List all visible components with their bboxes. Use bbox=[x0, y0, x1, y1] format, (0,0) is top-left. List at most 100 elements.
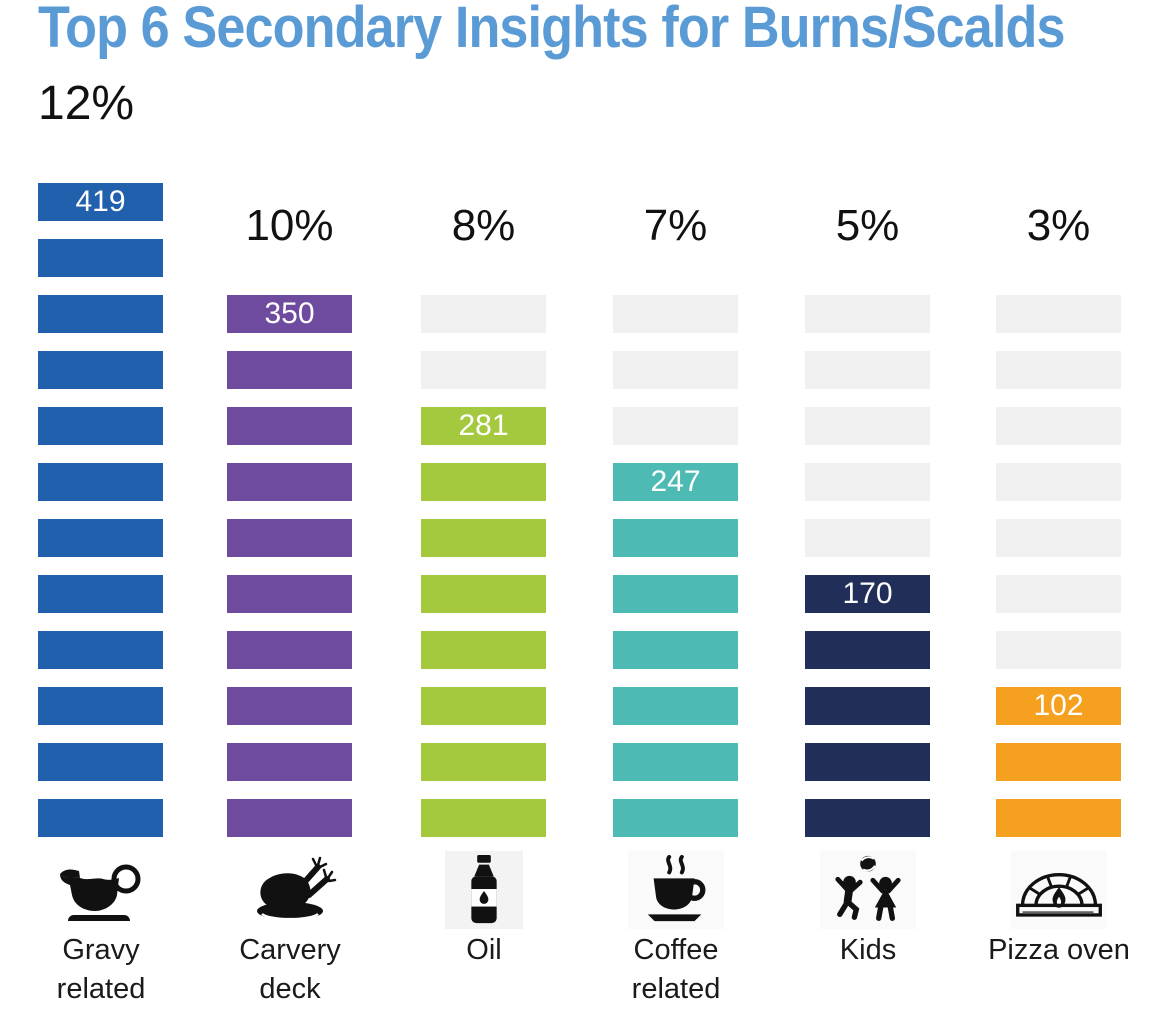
percent-label: 5% bbox=[835, 201, 900, 250]
bar-segment bbox=[38, 519, 163, 557]
bar-segment bbox=[805, 799, 930, 837]
category-label: Gravy related bbox=[26, 931, 176, 1009]
bar-segment bbox=[227, 407, 352, 445]
bar-segment bbox=[613, 631, 738, 669]
bar-segment bbox=[38, 351, 163, 389]
bar-segment bbox=[613, 687, 738, 725]
column-coffee-related: 7% 247 Coffee related bbox=[613, 0, 738, 1029]
icon-background bbox=[1010, 851, 1107, 929]
category-label: Oil bbox=[409, 931, 559, 970]
bar-segment bbox=[613, 519, 738, 557]
empty-segment bbox=[805, 295, 930, 333]
bar-segment bbox=[421, 799, 546, 837]
bar-segment bbox=[227, 463, 352, 501]
category-label-line: Kids bbox=[839, 934, 897, 966]
bar-segment bbox=[38, 407, 163, 445]
bar-segment bbox=[227, 743, 352, 781]
bar-segment bbox=[227, 351, 352, 389]
bar-segment bbox=[805, 631, 930, 669]
percent-label: 12% bbox=[38, 77, 135, 130]
category-label-line: Carvery bbox=[239, 934, 341, 966]
bar-segment: 350 bbox=[227, 295, 352, 333]
coffee-cup-icon bbox=[647, 854, 705, 922]
empty-segment bbox=[996, 351, 1121, 389]
empty-segment bbox=[996, 463, 1121, 501]
category-label-line: Coffee bbox=[633, 934, 719, 966]
percent-label: 3% bbox=[1026, 201, 1091, 250]
column-oil: 8% 281 Oil bbox=[421, 0, 546, 1029]
empty-segment bbox=[996, 519, 1121, 557]
category-label-line: Pizza oven bbox=[988, 934, 1130, 966]
bar-segment bbox=[38, 687, 163, 725]
icon-background bbox=[819, 851, 916, 929]
icon-background bbox=[627, 851, 724, 929]
bar-segment bbox=[38, 799, 163, 837]
category-label-line: deck bbox=[259, 973, 321, 1005]
bar-segment: 281 bbox=[421, 407, 546, 445]
bar-segment bbox=[38, 631, 163, 669]
bar-segment bbox=[38, 743, 163, 781]
bar-segment bbox=[805, 687, 930, 725]
value-label: 247 bbox=[650, 465, 701, 498]
bar-segment: 247 bbox=[613, 463, 738, 501]
column-gravy-related: 12% 419 Gravy related bbox=[38, 0, 163, 1029]
bar-segment bbox=[38, 575, 163, 613]
bar-segment: 419 bbox=[38, 183, 163, 221]
pizza-oven-icon bbox=[1015, 873, 1102, 917]
category-label-line: related bbox=[631, 973, 721, 1005]
category-label-line: related bbox=[56, 973, 146, 1005]
bar-segment bbox=[38, 239, 163, 277]
bar-segment bbox=[38, 295, 163, 333]
bar-segment bbox=[996, 799, 1121, 837]
bar-segment bbox=[421, 519, 546, 557]
bar-segment bbox=[227, 799, 352, 837]
bar-segment bbox=[421, 575, 546, 613]
empty-segment bbox=[613, 295, 738, 333]
category-label: Kids bbox=[793, 931, 943, 970]
bar-segment bbox=[227, 631, 352, 669]
category-label: Pizza oven bbox=[984, 931, 1134, 970]
value-label: 281 bbox=[458, 409, 509, 442]
category-label: Coffee related bbox=[601, 931, 751, 1009]
bar-segment bbox=[805, 743, 930, 781]
bar-segment bbox=[421, 463, 546, 501]
column-carvery-deck: 10% 350 Carvery deck bbox=[227, 0, 352, 1029]
bar-segment bbox=[227, 519, 352, 557]
empty-segment bbox=[996, 295, 1121, 333]
bar-segment bbox=[613, 743, 738, 781]
empty-segment bbox=[996, 407, 1121, 445]
bar-segment bbox=[421, 743, 546, 781]
empty-segment bbox=[805, 463, 930, 501]
bar-segment bbox=[227, 575, 352, 613]
oil-bottle-icon bbox=[470, 854, 497, 924]
empty-segment bbox=[421, 295, 546, 333]
bar-segment: 170 bbox=[805, 575, 930, 613]
empty-segment bbox=[996, 631, 1121, 669]
bar-segment bbox=[38, 463, 163, 501]
bar-segment bbox=[613, 575, 738, 613]
bar-segment: 102 bbox=[996, 687, 1121, 725]
category-label-line: Gravy bbox=[62, 934, 140, 966]
value-label: 170 bbox=[842, 577, 893, 610]
bar-segment bbox=[421, 631, 546, 669]
empty-segment bbox=[421, 351, 546, 389]
bar-segment bbox=[421, 687, 546, 725]
category-label-line: Oil bbox=[466, 934, 502, 966]
percent-label: 10% bbox=[245, 201, 334, 250]
chart-title: Top 6 Secondary Insights for Burns/Scald… bbox=[38, 0, 1066, 60]
empty-segment bbox=[613, 351, 738, 389]
percent-label: 7% bbox=[643, 201, 708, 250]
empty-segment bbox=[805, 351, 930, 389]
turkey-platter-icon bbox=[256, 856, 336, 921]
value-label: 102 bbox=[1033, 689, 1084, 722]
icon-background bbox=[444, 851, 523, 929]
bar-segment bbox=[996, 743, 1121, 781]
empty-segment bbox=[996, 575, 1121, 613]
empty-segment bbox=[805, 407, 930, 445]
kids-playing-icon bbox=[834, 855, 901, 921]
percent-label: 8% bbox=[451, 201, 516, 250]
bar-segment bbox=[613, 799, 738, 837]
category-label: Carvery deck bbox=[215, 931, 365, 1009]
column-pizza-oven: 3% 102 Pizza oven bbox=[988, 0, 1130, 1029]
column-kids: 5% 170 bbox=[805, 0, 930, 1029]
